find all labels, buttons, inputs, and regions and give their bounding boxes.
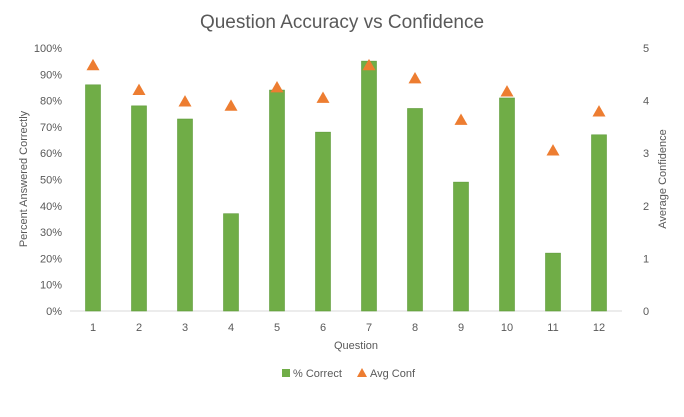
y-axis-title: Percent Answered Correctly bbox=[18, 110, 30, 247]
avg-conf-marker bbox=[86, 58, 100, 71]
y-tick-label: 30% bbox=[40, 227, 62, 239]
y2-tick-label: 4 bbox=[643, 96, 649, 108]
y-tick-label: 0% bbox=[46, 306, 62, 318]
legend-label-correct: % Correct bbox=[293, 368, 342, 380]
avg-conf-marker bbox=[500, 85, 514, 97]
bar-correct bbox=[223, 213, 239, 312]
y-tick-label: 100% bbox=[34, 43, 62, 55]
avg-conf-marker bbox=[408, 72, 422, 84]
y-tick-label: 20% bbox=[40, 253, 62, 265]
x-tick-label: 6 bbox=[320, 322, 326, 334]
chart-title: Question Accuracy vs Confidence bbox=[200, 12, 484, 33]
y2-tick-label: 3 bbox=[643, 148, 649, 160]
x-tick-label: 1 bbox=[90, 322, 96, 334]
y-tick-label: 50% bbox=[40, 175, 62, 187]
legend: % Correct Avg Conf bbox=[282, 368, 416, 380]
x-tick-label: 2 bbox=[136, 322, 142, 334]
bar-correct bbox=[361, 60, 377, 312]
bar-correct bbox=[315, 131, 331, 312]
bar-correct bbox=[499, 97, 515, 312]
x-tick-label: 12 bbox=[593, 322, 605, 334]
y2-tick-label: 0 bbox=[643, 306, 649, 318]
y2-tick-label: 5 bbox=[643, 43, 649, 55]
avg-conf-marker bbox=[546, 144, 560, 156]
caption-text bbox=[6, 392, 678, 412]
legend-swatch-correct bbox=[282, 369, 290, 377]
y2-tick-label: 1 bbox=[643, 253, 649, 265]
legend-swatch-conf bbox=[357, 368, 367, 377]
x-tick-label: 9 bbox=[458, 322, 464, 334]
x-tick-label: 3 bbox=[182, 322, 188, 334]
bar-correct bbox=[177, 118, 193, 312]
y-tick-label: 80% bbox=[40, 96, 62, 108]
bar-correct bbox=[131, 105, 147, 312]
y-tick-label: 60% bbox=[40, 148, 62, 160]
avg-conf-marker bbox=[224, 99, 238, 111]
y-tick-label: 10% bbox=[40, 280, 62, 292]
avg-conf-marker bbox=[316, 91, 330, 103]
bar-correct bbox=[407, 108, 423, 312]
y2-axis-title: Average Confidence bbox=[657, 129, 669, 228]
y-tick-label: 40% bbox=[40, 201, 62, 213]
x-tick-label: 10 bbox=[501, 322, 513, 334]
bar-correct bbox=[85, 84, 101, 312]
x-tick-label: 4 bbox=[228, 322, 234, 334]
x-tick-label: 11 bbox=[547, 322, 558, 334]
bar-correct bbox=[545, 252, 561, 312]
avg-conf-marker bbox=[454, 113, 468, 125]
legend-label-conf: Avg Conf bbox=[370, 368, 416, 380]
y-tick-label: 90% bbox=[40, 69, 62, 81]
avg-conf-marker bbox=[592, 105, 606, 117]
avg-conf-marker bbox=[132, 83, 146, 95]
x-tick-label: 8 bbox=[412, 322, 418, 334]
bar-correct bbox=[591, 134, 607, 312]
plot-area: 0%10%20%30%40%50%60%70%80%90%100%0123451… bbox=[34, 43, 649, 334]
bar-correct bbox=[269, 89, 285, 312]
bar-correct bbox=[453, 181, 469, 312]
x-axis-title: Question bbox=[334, 340, 378, 352]
y2-tick-label: 2 bbox=[643, 201, 649, 213]
y-tick-label: 70% bbox=[40, 122, 62, 134]
avg-conf-marker bbox=[178, 95, 192, 107]
avg-conf-marker bbox=[270, 80, 284, 93]
x-tick-label: 5 bbox=[274, 322, 280, 334]
x-tick-label: 7 bbox=[366, 322, 372, 334]
avg-conf-marker bbox=[362, 58, 376, 71]
